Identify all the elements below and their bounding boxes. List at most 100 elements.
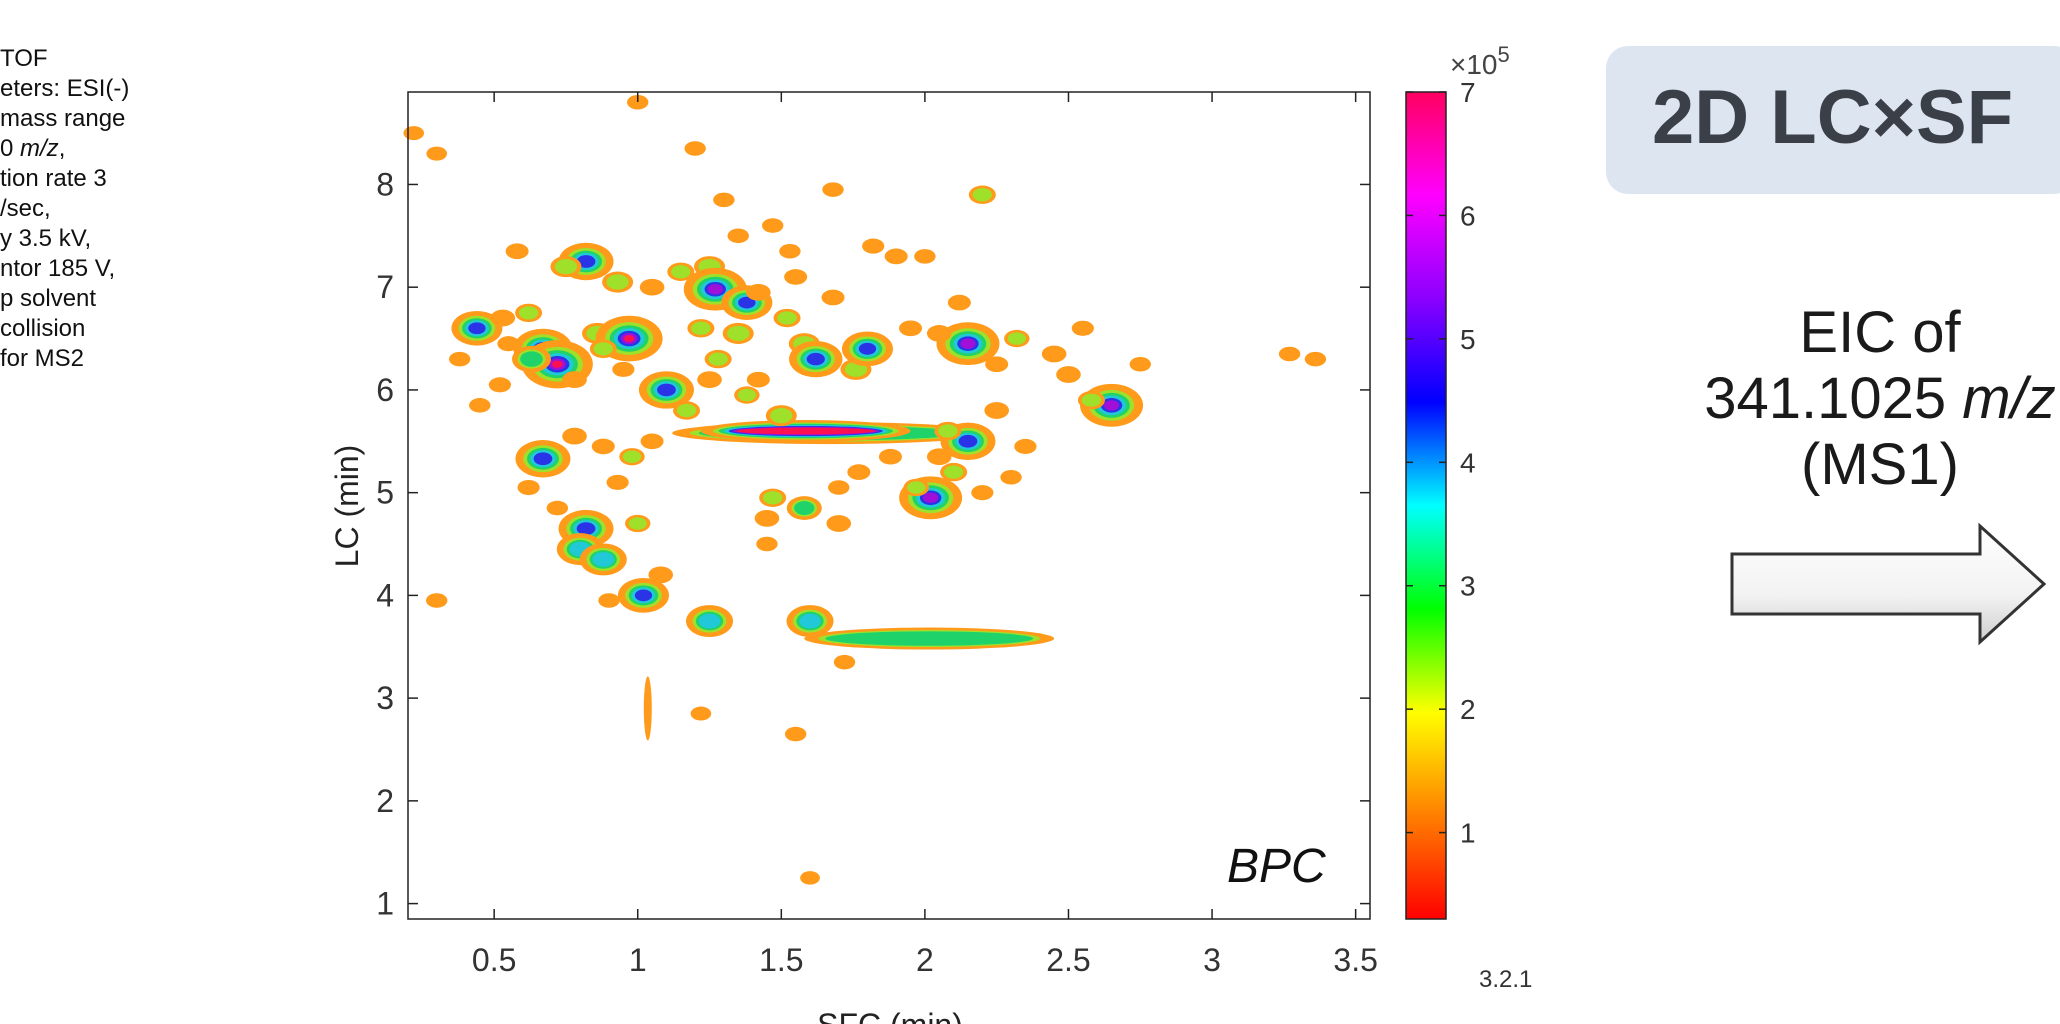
heatmap-spot [1000,469,1022,485]
y-tick-label: 3 [376,680,394,716]
bpc-annotation: BPC [1227,840,1326,893]
heatmap-spot [762,491,783,505]
heatmap-spot [648,566,674,584]
heatmap-spot [754,509,780,527]
heatmap-spot [690,706,712,721]
side-text-unit: m/z [20,135,59,162]
side-text-segment: , [58,135,66,162]
heatmap-spot [899,320,923,337]
right-arrow-icon [1730,522,2046,646]
heatmap-spot [517,479,540,496]
colorbar-exponent: ×105 [1450,42,1510,80]
heatmap-spot [533,452,553,466]
heatmap-spot [777,311,797,325]
side-text-segment: mass range [0,105,126,132]
heatmap-spot [784,269,808,285]
heatmap-spot [914,249,936,264]
eic-line1: EIC of [1799,300,1961,365]
plot-frame [407,91,1371,920]
heatmap-spot [828,480,850,495]
heatmap-spot [800,871,820,885]
heatmap-spot [884,248,908,265]
heatmap-spot [972,188,993,202]
side-text-segment: /sec, [0,195,51,222]
heatmap-spot [691,321,711,335]
heatmap-spot [490,309,516,327]
heatmap-spot [1304,351,1327,367]
heatmap-spot [746,371,770,388]
eic-mass: 341.1025 [1704,366,1963,431]
heatmap-spot [426,593,448,608]
heatmap-spot [598,593,620,608]
colorbar-exponent-prefix: ×10 [1450,49,1498,80]
heatmap-spot [624,335,635,342]
heatmap-spot [1278,346,1301,362]
heatmap-spot [858,342,877,355]
side-text-segment: for MS2 [0,345,85,372]
heatmap-spot [984,402,1009,419]
side-text-line: for MS2 [0,344,175,374]
heatmap-spot [727,325,750,342]
heatmap-spot [779,243,801,259]
heatmap-spot [761,218,784,233]
heatmap-spot [627,94,649,110]
heatmap-spot [727,228,749,244]
heatmap-spot [784,726,807,742]
heatmap-spot [821,289,845,306]
heatmap-spot [1007,332,1026,345]
x-tick-label: 2 [916,942,934,978]
heatmap-spot [606,474,629,490]
heatmap-spot [546,500,569,516]
colorbar-tick-label: 3 [1460,571,1476,602]
x-tick-label: 0.5 [472,942,516,978]
heatmap-spot [847,464,871,480]
heatmap-spot [591,438,615,455]
heatmap-spot [1129,356,1151,372]
heatmap-spot [426,146,448,161]
ridge-low-ridge [825,631,1034,646]
heatmap-spot [1081,393,1102,407]
heatmap-spot [862,238,885,254]
y-tick-label: 4 [376,577,394,613]
heatmap-spot [985,356,1009,373]
x-axis-label: SFC (min) [817,1007,963,1024]
side-text-segment: eters: ESI(-) [0,75,130,102]
x-tick-label: 1 [629,942,647,978]
heatmap-spot [799,613,821,629]
side-text-line: 0 m/z, [0,134,175,164]
heatmap-spot [676,403,697,418]
y-tick-label: 2 [376,783,394,819]
heatmap-spot [684,141,706,156]
heatmap-spot [826,515,852,532]
heatmap-spot [592,552,615,567]
side-text-line: y 3.5 kV, [0,224,175,254]
x-tick-label: 1.5 [759,942,803,978]
heatmap-spot [448,351,471,367]
side-text-segment: tion rate 3 [0,165,107,192]
eic-line2: 341.1025 m/z [1660,366,2060,432]
colorbar-tick-label: 5 [1460,324,1476,355]
colorbar-ticks: 1 2 3 4 5 6 7 [1406,77,1476,849]
side-text-line: TOF [0,44,175,74]
side-text-line: tion rate 3 [0,164,175,194]
heatmap-spot [713,192,735,208]
colorbar-tick-label: 2 [1460,694,1476,725]
heatmap-spot [562,371,587,389]
heatmap-spot [640,433,664,450]
heatmap-spot [488,377,511,393]
heatmap-spot [518,306,539,320]
heatmap-spot [960,338,976,349]
heatmap-spot [1103,400,1120,411]
x-tick-label: 3.5 [1333,942,1377,978]
heatmap-spot [926,448,952,466]
heatmap-spot [708,352,728,366]
side-text-segment: y 3.5 kV, [0,225,92,252]
heatmap-spot [947,294,971,311]
ridge-vertical-streak [643,676,652,741]
heatmap-spot [971,485,994,501]
y-tick-label: 6 [376,372,394,408]
heatmap-spot [606,274,629,290]
heatmap-spot [806,352,825,366]
eic-unit: m/z [1962,366,2056,431]
heatmap-spot [622,450,642,463]
